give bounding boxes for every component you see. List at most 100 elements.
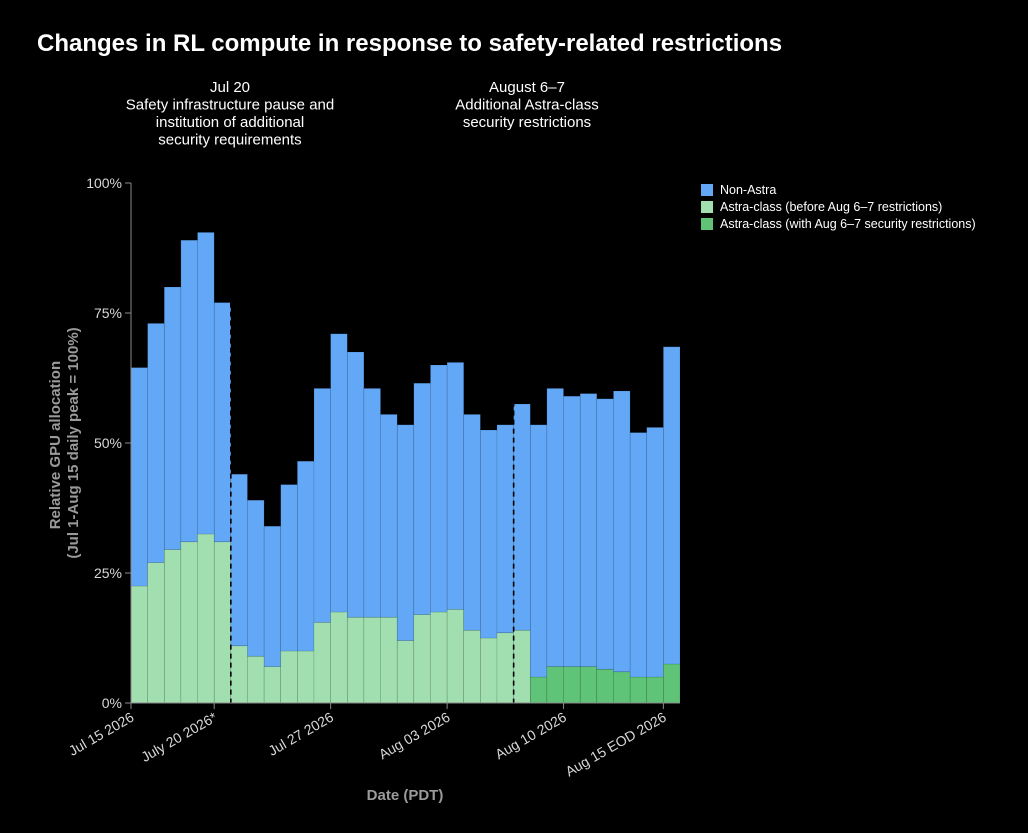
annotation-line: Safety infrastructure pause and (126, 97, 334, 114)
bar-astra-before (513, 629, 531, 704)
y-axis-title: Relative GPU allocation (Jul 1-Aug 15 da… (47, 327, 82, 558)
bar-astra-before (463, 629, 481, 704)
legend: Non-Astra Astra-class (before Aug 6–7 re… (701, 181, 976, 232)
y-axis-title-line-2: (Jul 1-Aug 15 daily peak = 100%) (65, 327, 82, 558)
bar-astra-before (363, 616, 381, 704)
bar-astra-with (596, 668, 614, 704)
annotation-line: security requirements (158, 132, 301, 149)
bar-non-astra (313, 388, 331, 623)
bar-non-astra (247, 499, 265, 657)
bar-non-astra (396, 424, 415, 641)
y-tick-label: 0% (102, 695, 122, 711)
chart-title: Changes in RL compute in response to saf… (37, 30, 783, 57)
bar-non-astra (480, 429, 498, 639)
bar-non-astra (163, 286, 182, 550)
x-ticks: Jul 15 2026 July 20 2026* Jul 27 2026 Aug 0… (66, 703, 669, 779)
bar-astra-before (496, 632, 514, 704)
legend-label: Astra-class (with Aug 6–7 security restr… (720, 216, 976, 231)
annotation-markers (230, 302, 515, 703)
bar-non-astra (130, 367, 148, 587)
y-tick-label: 75% (94, 305, 122, 321)
bars-layer (130, 232, 681, 704)
legend-label: Astra-class (before Aug 6–7 restrictions… (720, 199, 943, 214)
legend-swatch (701, 183, 713, 196)
bar-astra-with (613, 671, 631, 704)
bar-non-astra (496, 424, 514, 634)
bar-astra-before (197, 533, 215, 704)
legend-swatch (701, 200, 713, 213)
bar-non-astra (230, 473, 248, 647)
y-tick-label: 25% (94, 565, 122, 581)
bar-astra-before (297, 650, 315, 704)
y-ticks: 0% 25% 50% 75% 100% (86, 175, 131, 711)
bar-non-astra (330, 333, 348, 613)
x-tick-label: Aug 03 2026 (376, 709, 453, 763)
annotation-line: Jul 20 (210, 79, 250, 96)
legend-item-astra-before: Astra-class (before Aug 6–7 restrictions… (701, 198, 976, 215)
bar-astra-before (396, 640, 415, 704)
bar-astra-before (247, 655, 265, 704)
y-axis-title-line-1: Relative GPU allocation (47, 361, 64, 529)
bar-astra-before (130, 585, 148, 704)
bar-non-astra (446, 362, 465, 610)
bar-non-astra (263, 525, 282, 667)
bar-non-astra (596, 398, 614, 670)
bar-non-astra (546, 388, 564, 667)
bar-non-astra (579, 393, 598, 667)
y-tick-label: 100% (86, 175, 122, 191)
bar-non-astra (413, 382, 431, 615)
bar-non-astra (513, 403, 531, 631)
bar-astra-before (380, 616, 398, 704)
bar-non-astra (629, 432, 648, 678)
bar-astra-before (430, 611, 448, 704)
bar-non-astra (463, 414, 481, 631)
bar-astra-before (313, 622, 331, 704)
bar-non-astra (213, 302, 232, 543)
annotation-text: August 6–7 Additional Astra-class security… (455, 79, 598, 131)
annotation-text: Jul 20 Safety infrastructure pause and ins… (126, 79, 334, 149)
bar-astra-before (446, 609, 465, 704)
x-tick-label: July 20 2026* (138, 708, 220, 765)
bar-non-astra (346, 351, 365, 618)
bar-non-astra (430, 364, 448, 613)
bar-astra-with (579, 666, 598, 704)
bar-astra-before (230, 645, 248, 704)
bar-astra-before (346, 616, 365, 704)
bar-astra-before (413, 614, 431, 704)
bar-non-astra (363, 388, 381, 618)
y-tick-label: 50% (94, 435, 122, 451)
x-tick-label: Aug 15 EOD 2026 (562, 709, 669, 780)
x-tick-label: Jul 27 2026 (265, 709, 336, 759)
annotations: Jul 20 Safety infrastructure pause and ins… (126, 79, 599, 149)
bar-astra-before (180, 541, 198, 704)
bar-astra-with (663, 663, 681, 704)
bar-astra-before (147, 562, 165, 704)
bar-non-astra (646, 427, 664, 678)
bar-astra-with (529, 676, 548, 704)
bar-non-astra (197, 232, 215, 535)
bar-astra-before (263, 666, 282, 704)
x-axis-title: Date (PDT) (367, 787, 444, 804)
legend-swatch (701, 217, 713, 230)
bar-astra-before (330, 611, 348, 704)
bar-astra-before (213, 541, 232, 704)
annotation-line: institution of additional (156, 114, 304, 131)
legend-item-astra-with: Astra-class (with Aug 6–7 security restr… (701, 215, 976, 232)
bar-non-astra (297, 460, 315, 652)
bar-non-astra (280, 484, 298, 652)
bar-astra-before (280, 650, 298, 704)
bar-astra-with (546, 666, 564, 704)
x-tick-label: Jul 15 2026 (66, 709, 137, 759)
bar-non-astra (563, 395, 581, 667)
annotation-line: security restrictions (463, 114, 591, 131)
bar-non-astra (529, 424, 548, 678)
bar-astra-before (480, 637, 498, 704)
x-tick-label: Aug 10 2026 (492, 709, 569, 763)
bar-astra-with (646, 676, 664, 704)
annotation-line: August 6–7 (489, 79, 565, 96)
bar-non-astra (613, 390, 631, 673)
bar-non-astra (147, 323, 165, 563)
bar-astra-with (563, 666, 581, 704)
bar-astra-with (629, 676, 648, 704)
